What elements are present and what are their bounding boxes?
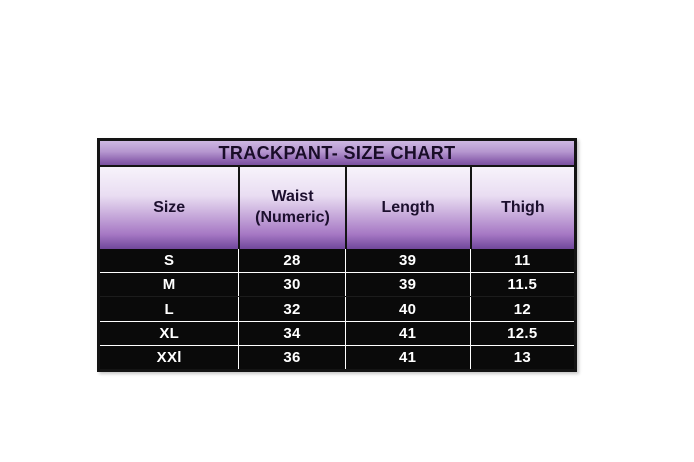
cell-size: L <box>164 300 174 318</box>
chart-title: TRACKPANT- SIZE CHART <box>100 141 574 167</box>
cell-thigh: 13 <box>469 345 574 370</box>
column-header-waist: Waist (Numeric) <box>238 167 345 249</box>
cell-length: 39 <box>344 249 470 273</box>
column-header-length: Length <box>344 167 470 249</box>
cell-thigh: 12.5 <box>469 321 574 345</box>
table-row: L 32 40 12 <box>100 296 574 321</box>
cell-thigh: 11.5 <box>469 273 574 297</box>
cell-waist: 28 <box>238 249 344 273</box>
cell-length: 39 <box>344 273 470 297</box>
cell-waist: 36 <box>238 345 344 370</box>
cell-length: 41 <box>344 321 470 345</box>
cell-size: M <box>162 276 176 294</box>
column-header-thigh: Thigh <box>469 167 574 249</box>
table-row: M 30 39 11.5 <box>100 272 574 297</box>
cell-waist: 30 <box>238 273 344 297</box>
table-row: XL 34 41 12.5 <box>100 320 574 345</box>
cell-length: 41 <box>344 345 470 370</box>
table-row: XXl 36 41 13 <box>100 344 574 370</box>
cell-size: S <box>164 252 175 270</box>
data-rows: S 28 39 11 M 30 39 11.5 L 32 40 12 XL 34… <box>100 249 574 370</box>
cell-waist: 32 <box>238 297 344 321</box>
cell-waist: 34 <box>238 321 344 345</box>
table-row: S 28 39 11 <box>100 249 574 273</box>
header-row: Size Waist (Numeric) Length Thigh <box>100 167 574 249</box>
cell-length: 40 <box>344 297 470 321</box>
cell-size: XL <box>159 324 180 342</box>
column-header-size: Size <box>100 167 239 249</box>
cell-thigh: 11 <box>469 249 574 273</box>
size-chart-table: TRACKPANT- SIZE CHART Size Waist (Numeri… <box>97 138 577 372</box>
cell-thigh: 12 <box>469 297 574 321</box>
cell-size: XXl <box>156 348 182 366</box>
